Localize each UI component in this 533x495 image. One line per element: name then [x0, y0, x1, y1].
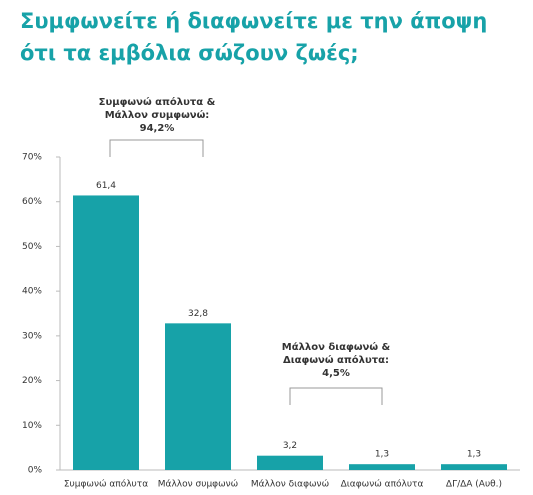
- value-label: 61,4: [96, 181, 116, 191]
- bracket: [289, 387, 383, 405]
- bracket: [109, 139, 204, 157]
- y-tick-label: 20%: [22, 376, 42, 386]
- bar: [257, 455, 323, 470]
- y-tick-label: 50%: [22, 242, 42, 252]
- annotation: Συμφωνώ απόλυτα &: [99, 96, 216, 108]
- y-tick-label: 30%: [22, 331, 42, 341]
- value-label: 1,3: [375, 450, 389, 460]
- chart-title: Συμφωνείτε ή διαφωνείτε με την άποψη: [20, 9, 487, 33]
- y-tick-label: 10%: [22, 421, 42, 431]
- bar: [165, 323, 231, 470]
- value-label: 1,3: [467, 450, 481, 460]
- chart-title: ότι τα εμβόλια σώζουν ζωές;: [20, 41, 359, 65]
- annotation: Διαφωνώ απόλυτα:: [283, 354, 389, 366]
- x-tick-label: Μάλλον συμφωνώ: [158, 479, 238, 490]
- y-tick-label: 0%: [28, 466, 43, 476]
- x-tick-label: Διαφωνώ απόλυτα: [341, 479, 424, 490]
- value-label: 32,8: [188, 309, 208, 319]
- annotation-value: 94,2%: [140, 123, 175, 134]
- annotation: Μάλλον συμφωνώ:: [105, 109, 210, 121]
- x-tick-label: Συμφωνώ απόλυτα: [64, 479, 148, 490]
- x-tick-label: ΔΓ/ΔΑ (Αυθ.): [446, 480, 502, 490]
- annotation-value: 4,5%: [322, 368, 350, 379]
- y-tick-label: 40%: [22, 287, 42, 297]
- annotation: Μάλλον διαφωνώ &: [282, 341, 391, 353]
- bar: [73, 195, 139, 470]
- value-label: 3,2: [283, 441, 297, 451]
- bar: [441, 464, 507, 470]
- y-tick-label: 60%: [22, 197, 42, 207]
- x-tick-label: Μάλλον διαφωνώ: [251, 479, 329, 490]
- y-tick-label: 70%: [22, 153, 42, 163]
- bar: [349, 464, 415, 470]
